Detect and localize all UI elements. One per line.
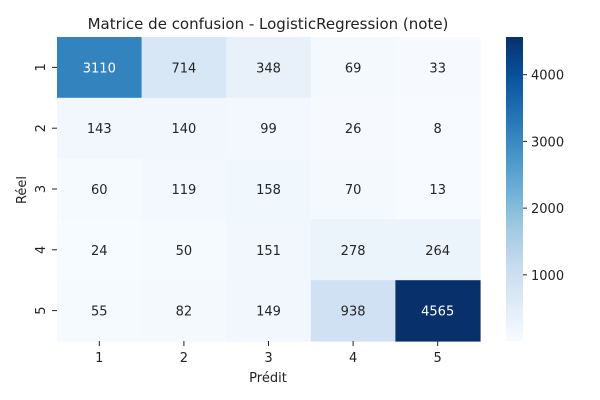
y-axis-ticks: 1 2 3 4 5 <box>34 63 57 315</box>
y-axis-label: Réel <box>15 176 30 204</box>
heatmap-cell <box>141 158 227 220</box>
cell-value-label: 50 <box>176 244 193 259</box>
heatmap-cell <box>226 280 312 342</box>
heatmap-cell <box>310 37 396 99</box>
x-tick-label: 5 <box>434 351 442 366</box>
y-tick-label: 3 <box>34 185 49 193</box>
heatmap-cell <box>310 158 396 220</box>
x-tick-label: 4 <box>349 351 357 366</box>
x-tick-label: 3 <box>264 351 272 366</box>
y-tick-label: 1 <box>34 63 49 71</box>
cell-value-label: 13 <box>429 183 446 198</box>
heatmap-cell <box>395 219 481 281</box>
heatmap-cell <box>395 97 481 160</box>
cell-value-label: 264 <box>425 244 450 259</box>
colorbar-tick-label: 3000 <box>531 135 564 150</box>
heatmap-cell <box>226 219 312 281</box>
cell-value-label: 82 <box>176 305 193 320</box>
cell-value-label: 55 <box>91 305 108 320</box>
cell-value-label: 278 <box>341 244 366 259</box>
colorbar-ticks: 1000 2000 3000 4000 <box>523 69 564 284</box>
heatmap-cell <box>141 280 227 342</box>
heatmap-cell <box>57 97 143 160</box>
heatmap-cell <box>57 158 143 220</box>
cell-value-label: 4565 <box>421 305 454 320</box>
heatmap-cells: 3110 714 348 69 33 143 140 99 26 8 60 119 158 70 13 24 5… <box>57 37 481 342</box>
cell-value-label: 33 <box>429 61 446 76</box>
x-axis-ticks: 1 2 3 4 5 <box>95 341 442 366</box>
y-tick-label: 2 <box>34 124 49 132</box>
y-tick-label: 5 <box>34 306 49 314</box>
heatmap-cell <box>141 97 227 160</box>
chart-title: Matrice de confusion - LogisticRegressio… <box>88 15 449 33</box>
heatmap-cell <box>226 37 312 99</box>
cell-value-label: 70 <box>345 183 362 198</box>
heatmap-cell <box>395 158 481 220</box>
x-tick-label: 1 <box>95 351 103 366</box>
colorbar-tick-label: 1000 <box>531 269 564 284</box>
heatmap-cell <box>226 97 312 160</box>
cell-value-label: 348 <box>256 61 281 76</box>
heatmap-cell <box>310 97 396 160</box>
colorbar <box>506 37 523 341</box>
cell-value-label: 158 <box>256 183 281 198</box>
colorbar-tick-label: 4000 <box>531 69 564 84</box>
cell-value-label: 60 <box>91 183 108 198</box>
heatmap-cell <box>310 219 396 281</box>
cell-value-label: 938 <box>341 305 366 320</box>
colorbar-tick-label: 2000 <box>531 202 564 217</box>
y-tick-label: 4 <box>34 246 49 254</box>
heatmap-cell <box>226 158 312 220</box>
heatmap-cell <box>57 219 143 281</box>
heatmap-cell <box>395 280 481 342</box>
cell-value-label: 151 <box>256 244 281 259</box>
cell-value-label: 69 <box>345 61 362 76</box>
heatmap-cell <box>141 37 227 99</box>
heatmap-cell <box>57 37 143 99</box>
cell-value-label: 24 <box>91 244 108 259</box>
cell-value-label: 99 <box>260 122 277 137</box>
heatmap-cell <box>141 219 227 281</box>
heatmap-cell <box>310 280 396 342</box>
cell-value-label: 714 <box>171 61 196 76</box>
heatmap-cell <box>395 37 481 99</box>
cell-value-label: 119 <box>171 183 196 198</box>
cell-value-label: 140 <box>171 122 196 137</box>
x-axis-label: Prédit <box>249 371 287 386</box>
cell-value-label: 8 <box>434 122 442 137</box>
x-tick-label: 2 <box>180 351 188 366</box>
cell-value-label: 143 <box>87 122 112 137</box>
cell-value-label: 149 <box>256 305 281 320</box>
cell-value-label: 3110 <box>83 61 116 76</box>
cell-value-label: 26 <box>345 122 362 137</box>
heatmap-cell <box>57 280 143 342</box>
